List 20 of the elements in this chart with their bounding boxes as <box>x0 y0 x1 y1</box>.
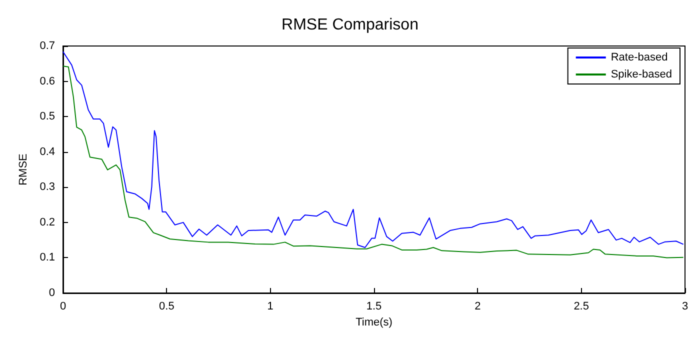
y-tick-label: 0.5 <box>40 110 55 123</box>
y-tick-label: 0.7 <box>40 40 55 52</box>
x-tick-label: 1.5 <box>366 300 382 312</box>
x-tick-label: 2.5 <box>574 300 589 312</box>
legend-label: Spike-based <box>610 68 672 80</box>
y-axis-title: RMSE <box>17 154 30 186</box>
x-tick-label: 2 <box>474 300 481 312</box>
x-tick-label: 0 <box>60 300 66 312</box>
y-tick-label: 0.1 <box>40 252 55 264</box>
x-axis-title: Time(s) <box>356 316 392 328</box>
y-tick-label: 0.3 <box>40 181 55 194</box>
y-tick-label: 0.2 <box>40 216 55 228</box>
x-tick-label: 3 <box>682 300 688 312</box>
legend-label: Rate-based <box>610 52 668 64</box>
x-tick-label: 0.5 <box>159 300 174 312</box>
y-tick-label: 0.6 <box>40 75 55 88</box>
y-tick-label: 0 <box>48 287 55 299</box>
y-tick-label: 0.4 <box>40 146 55 158</box>
x-tick-label: 1 <box>267 300 274 312</box>
chart-title: RMSE Comparison <box>282 16 418 34</box>
